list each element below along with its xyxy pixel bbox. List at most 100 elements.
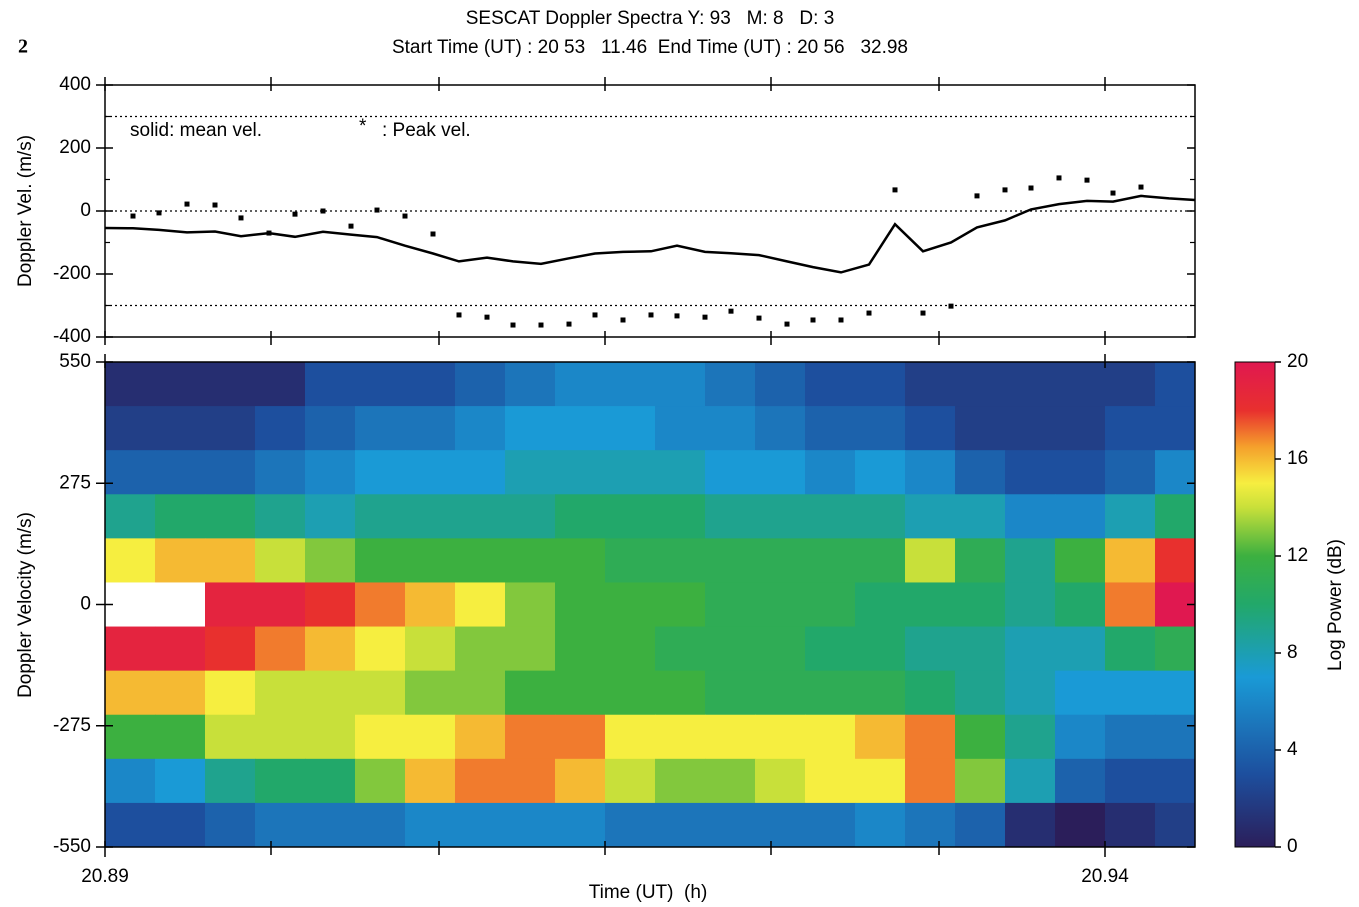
heatmap-cell bbox=[255, 450, 306, 495]
heatmap-cell bbox=[105, 758, 156, 804]
heatmap-cell bbox=[1105, 362, 1156, 407]
heatmap-cell bbox=[705, 538, 756, 583]
heatmap-cell bbox=[405, 582, 456, 628]
heatmap-cell bbox=[405, 494, 456, 539]
heatmap-cell bbox=[705, 406, 756, 451]
heatmap-cell bbox=[1105, 538, 1156, 583]
x-tick-label: 20.89 bbox=[81, 866, 129, 887]
heatmap-cell bbox=[355, 714, 406, 760]
peak-velocity-marker bbox=[266, 230, 272, 236]
heatmap-cell bbox=[105, 582, 156, 628]
peak-velocity-marker bbox=[348, 223, 354, 229]
heatmap-cell bbox=[855, 582, 906, 628]
chart-title: SESCAT Doppler Spectra Y: 93 M: 8 D: 3 bbox=[466, 8, 835, 29]
heatmap-cell bbox=[1155, 538, 1196, 583]
heatmap-cell bbox=[205, 626, 256, 672]
peak-velocity-marker bbox=[292, 211, 298, 217]
heatmap-cell bbox=[605, 802, 656, 848]
peak-velocity-marker bbox=[402, 213, 408, 219]
heatmap-cell bbox=[1055, 626, 1106, 672]
heatmap-cell bbox=[605, 670, 656, 716]
heatmap-cell bbox=[1055, 802, 1106, 848]
heatmap-cell bbox=[455, 626, 506, 672]
y-tick-label: -200 bbox=[53, 263, 91, 284]
heatmap-cell bbox=[605, 538, 656, 583]
heatmap-cell bbox=[405, 714, 456, 760]
heatmap-cell bbox=[755, 406, 806, 451]
heatmap-cell bbox=[605, 362, 656, 407]
heatmap-cell bbox=[505, 362, 556, 407]
x-axis-label: Time (UT) (h) bbox=[589, 882, 708, 903]
heatmap-cell bbox=[1055, 450, 1106, 495]
heatmap-cell bbox=[1005, 582, 1056, 628]
plot-frame bbox=[104, 361, 1196, 848]
peak-velocity-marker bbox=[538, 322, 544, 328]
heatmap-cell bbox=[305, 494, 356, 539]
heatmap-cell bbox=[805, 626, 856, 672]
heatmap-cell bbox=[1055, 714, 1106, 760]
heatmap-cell bbox=[705, 758, 756, 804]
heatmap-cell bbox=[955, 758, 1006, 804]
heatmap-cell bbox=[305, 802, 356, 848]
heatmap-cell bbox=[1005, 538, 1056, 583]
heatmap-cell bbox=[355, 626, 406, 672]
heatmap-cell bbox=[905, 450, 956, 495]
heatmap-cell bbox=[905, 362, 956, 407]
heatmap-cell bbox=[355, 362, 406, 407]
heatmap-cell bbox=[405, 406, 456, 451]
heatmap-cell bbox=[655, 582, 706, 628]
heatmap-cell bbox=[205, 406, 256, 451]
annotation: * bbox=[359, 116, 367, 137]
heatmap-cell bbox=[155, 626, 206, 672]
peak-velocity-marker bbox=[784, 321, 790, 327]
heatmap-cell bbox=[505, 538, 556, 583]
heatmap-cell bbox=[455, 494, 506, 539]
heatmap-cell bbox=[305, 626, 356, 672]
heatmap-cell bbox=[205, 582, 256, 628]
heatmap-cell bbox=[255, 362, 306, 407]
heatmap-cell bbox=[905, 714, 956, 760]
heatmap-cell bbox=[205, 450, 256, 495]
heatmap-cell bbox=[205, 494, 256, 539]
heatmap-cell bbox=[405, 450, 456, 495]
heatmap-cell bbox=[1155, 494, 1196, 539]
y-tick-label: -275 bbox=[53, 715, 91, 736]
heatmap-cell bbox=[555, 758, 606, 804]
heatmap-cell bbox=[905, 538, 956, 583]
heatmap-cell bbox=[1105, 494, 1156, 539]
heatmap-cell bbox=[1055, 582, 1106, 628]
heatmap-cell bbox=[655, 670, 706, 716]
heatmap-cell bbox=[255, 494, 306, 539]
peak-velocity-marker bbox=[648, 312, 654, 318]
heatmap-cell bbox=[405, 362, 456, 407]
heatmap-cell bbox=[855, 626, 906, 672]
heatmap-cell bbox=[1005, 406, 1056, 451]
y-tick-label: 275 bbox=[59, 472, 91, 493]
heatmap-cell bbox=[855, 450, 906, 495]
heatmap-cell bbox=[955, 582, 1006, 628]
heatmap-cell bbox=[855, 538, 906, 583]
heatmap-cell bbox=[755, 494, 806, 539]
x-tick-label: 20.94 bbox=[1081, 866, 1129, 887]
heatmap-cell bbox=[805, 670, 856, 716]
heatmap-cell bbox=[955, 406, 1006, 451]
heatmap-cell bbox=[805, 494, 856, 539]
heatmap-cell bbox=[755, 714, 806, 760]
heatmap-cell bbox=[205, 538, 256, 583]
heatmap-cell bbox=[705, 450, 756, 495]
heatmap-cell bbox=[705, 670, 756, 716]
heatmap-cell bbox=[105, 626, 156, 672]
heatmap-cell bbox=[155, 538, 206, 583]
heatmap-cell bbox=[805, 758, 856, 804]
peak-velocity-marker bbox=[510, 322, 516, 328]
heatmap-cell bbox=[655, 714, 706, 760]
heatmap-cell bbox=[155, 802, 206, 848]
heatmap-cell bbox=[1155, 626, 1196, 672]
heatmap-cell bbox=[255, 802, 306, 848]
heatmap-cell bbox=[555, 538, 606, 583]
heatmap-cell bbox=[105, 494, 156, 539]
heatmap-cell bbox=[1105, 626, 1156, 672]
peak-velocity-marker bbox=[866, 310, 872, 316]
heatmap-cell bbox=[855, 758, 906, 804]
